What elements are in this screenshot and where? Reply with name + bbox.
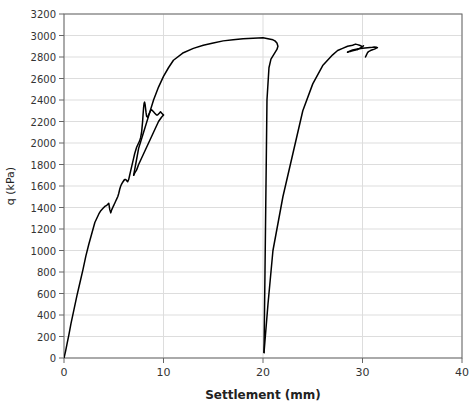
y-tick [59,14,64,15]
y-tick-label: 2800 [31,52,56,63]
plot-frame [64,14,462,358]
y-tick-label: 3000 [31,31,56,42]
y-tick [59,229,64,230]
y-grid-line [64,143,462,144]
x-tick [64,358,65,363]
x-axis-label: Settlement (mm) [205,388,321,402]
y-grid-line [64,186,462,187]
plot-background [64,14,462,358]
y-tick [59,35,64,36]
y-tick-label: 3200 [31,9,56,20]
y-tick [59,78,64,79]
lines [64,38,377,358]
y-tick [59,121,64,122]
y-tick-label: 800 [37,267,56,278]
y-tick [59,315,64,316]
x-tick-label: 20 [256,366,270,379]
y-grid-line [64,57,462,58]
y-grid-line [64,121,462,122]
x-tick [362,358,363,363]
x-tick [462,358,463,363]
x-tick-label: 10 [157,366,171,379]
y-tick [59,143,64,144]
y-tick-label: 1200 [31,224,56,235]
y-grid-line [64,272,462,273]
y-tick-label: 2400 [31,95,56,106]
y-grid-line [64,293,462,294]
y-grid-line [64,315,462,316]
ticks: 0102030400200400600800100012001400160018… [31,9,469,379]
y-tick-label: 1000 [31,246,56,257]
y-tick-label: 0 [50,353,56,364]
y-grid-line [64,164,462,165]
y-tick-label: 1600 [31,181,56,192]
y-tick [59,100,64,101]
y-tick-label: 2600 [31,74,56,85]
x-tick [163,358,164,363]
series-line [348,47,378,57]
series-line [264,44,364,353]
x-tick-label: 30 [356,366,370,379]
x-tick-label: 0 [61,366,68,379]
series-line [64,181,124,358]
y-grid-line [64,229,462,230]
y-grid-line [64,100,462,101]
y-grid-line [64,336,462,337]
y-grid-line [64,35,462,36]
y-tick [59,250,64,251]
y-tick [59,272,64,273]
y-tick-label: 2000 [31,138,56,149]
y-tick [59,207,64,208]
y-tick-label: 200 [37,332,56,343]
x-tick-label: 40 [455,366,469,379]
y-tick [59,336,64,337]
grid [64,14,462,358]
y-tick-label: 600 [37,289,56,300]
x-tick [263,358,264,363]
y-tick [59,358,64,359]
y-tick-label: 1400 [31,203,56,214]
y-tick [59,164,64,165]
series-line [134,115,164,175]
y-tick-label: 2200 [31,117,56,128]
y-tick-label: 1800 [31,160,56,171]
y-tick [59,57,64,58]
series-line [134,38,278,353]
y-tick-label: 400 [37,310,56,321]
chart: 0102030400200400600800100012001400160018… [0,0,476,409]
y-grid-line [64,78,462,79]
y-tick [59,293,64,294]
y-axis-label: q (kPa) [4,167,17,205]
series-line [124,102,164,182]
y-tick [59,186,64,187]
y-grid-line [64,207,462,208]
y-grid-line [64,250,462,251]
